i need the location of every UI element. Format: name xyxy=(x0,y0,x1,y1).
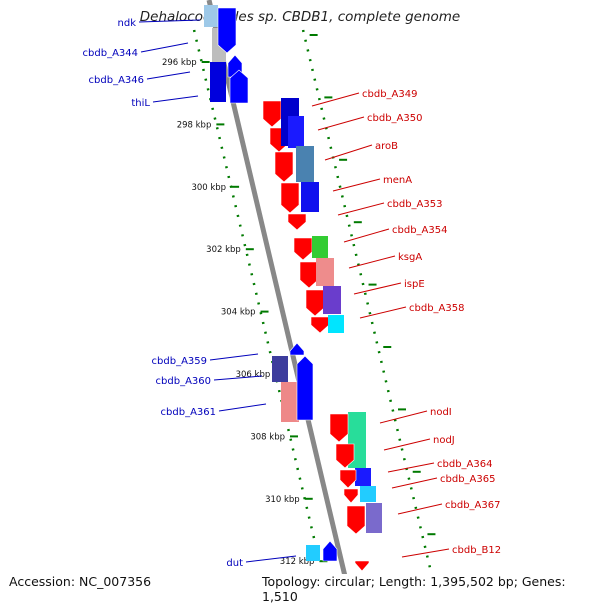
kbp-label: 298 kbp xyxy=(177,120,212,130)
gene-box xyxy=(210,62,226,102)
gene-label-left: cbdb_A359 xyxy=(152,356,207,367)
kbp-label: 296 kbp xyxy=(162,58,197,68)
label-connector xyxy=(311,92,360,107)
gene-label-right: cbdb_A365 xyxy=(440,474,495,485)
label-connector xyxy=(324,144,373,161)
gene-label-right: nodJ xyxy=(433,435,455,446)
gene-box xyxy=(360,486,376,502)
kbp-label: 306 kbp xyxy=(236,370,271,380)
label-connector xyxy=(213,375,263,381)
gene-box xyxy=(281,382,299,422)
reverse-gene xyxy=(262,100,282,128)
gene-label-right: menA xyxy=(383,175,412,186)
label-connector xyxy=(343,228,390,243)
kbp-label: 300 kbp xyxy=(191,183,226,193)
reverse-gene xyxy=(287,213,307,231)
band-left-dots xyxy=(192,29,321,561)
label-connector xyxy=(332,178,381,192)
gene-label-left: dut xyxy=(226,558,243,569)
gene-box xyxy=(355,468,371,486)
gene-box xyxy=(312,236,328,258)
gene-label-right: aroB xyxy=(375,141,398,152)
gene-box xyxy=(296,146,314,182)
gene-label-right: cbdb_A354 xyxy=(392,225,447,236)
gene-label-left: cbdb_A346 xyxy=(89,75,144,86)
kbp-label: 312 kbp xyxy=(280,557,315,567)
gene-label-left: cbdb_A361 xyxy=(161,407,216,418)
gene-label-left: ndk xyxy=(118,18,137,29)
gene-label-right: cbdb_A367 xyxy=(445,500,500,511)
genome-summary: Topology: circular; Length: 1,395,502 bp… xyxy=(260,574,600,604)
label-connector xyxy=(379,410,428,424)
reverse-gene xyxy=(339,469,357,489)
gene-box xyxy=(272,356,288,382)
gene-label-right: cbdb_A350 xyxy=(367,113,422,124)
kbp-label: 308 kbp xyxy=(250,432,285,442)
reverse-gene xyxy=(293,237,313,261)
label-connector xyxy=(353,282,402,295)
gene-box xyxy=(288,116,304,148)
gene-label-left: thiL xyxy=(131,98,150,109)
gene-label-right: cbdb_A353 xyxy=(387,199,442,210)
reverse-gene xyxy=(329,413,349,443)
gene-box xyxy=(316,258,334,286)
gene-box xyxy=(301,182,319,212)
reverse-gene xyxy=(354,560,370,572)
label-connector xyxy=(138,19,201,23)
gene-arrow xyxy=(229,69,249,104)
label-connector xyxy=(140,42,189,53)
label-connector xyxy=(397,503,443,515)
kbp-label: 302 kbp xyxy=(206,245,241,255)
label-connector xyxy=(152,95,199,103)
accession-label: Accession: NC_007356 xyxy=(9,574,156,589)
gene-box xyxy=(328,315,344,333)
gene-box xyxy=(204,5,218,27)
reverse-gene xyxy=(335,443,355,469)
gene-label-left: cbdb_A360 xyxy=(156,376,211,387)
gene-label-right: cbdb_A349 xyxy=(362,89,417,100)
gene-label-left: cbdb_A344 xyxy=(83,48,138,59)
label-connector xyxy=(218,403,267,412)
label-connector xyxy=(401,548,450,558)
label-connector xyxy=(209,353,259,361)
gene-label-right: nodI xyxy=(430,407,452,418)
reverse-gene xyxy=(346,505,366,535)
label-connector xyxy=(317,116,365,131)
label-connector xyxy=(348,255,396,269)
reverse-gene xyxy=(280,182,300,214)
label-connector xyxy=(359,306,407,319)
gene-label-right: ksgA xyxy=(398,252,422,263)
reverse-gene xyxy=(299,261,319,289)
gene-arrow xyxy=(322,540,338,562)
label-connector xyxy=(383,438,431,451)
label-connector xyxy=(337,202,385,216)
gene-box xyxy=(323,286,341,314)
reverse-gene xyxy=(343,488,359,504)
reverse-gene xyxy=(305,289,325,317)
kbp-label: 304 kbp xyxy=(221,308,256,318)
gene-arrow xyxy=(296,355,314,421)
gene-label-right: cbdb_A358 xyxy=(409,303,464,314)
reverse-gene xyxy=(310,316,330,334)
gene-arrow xyxy=(217,7,237,54)
kbp-label: 310 kbp xyxy=(265,495,300,505)
label-connector xyxy=(391,477,438,489)
reverse-gene xyxy=(274,151,294,183)
gene-label-right: ispE xyxy=(404,279,425,290)
gene-label-right: cbdb_B12 xyxy=(452,545,501,556)
label-connector xyxy=(387,462,435,473)
gene-label-right: cbdb_A364 xyxy=(437,459,492,470)
label-connector xyxy=(245,555,297,563)
label-connector xyxy=(146,71,191,80)
gene-arrow xyxy=(289,342,305,356)
gene-box xyxy=(366,503,382,533)
gene-box xyxy=(306,545,320,561)
